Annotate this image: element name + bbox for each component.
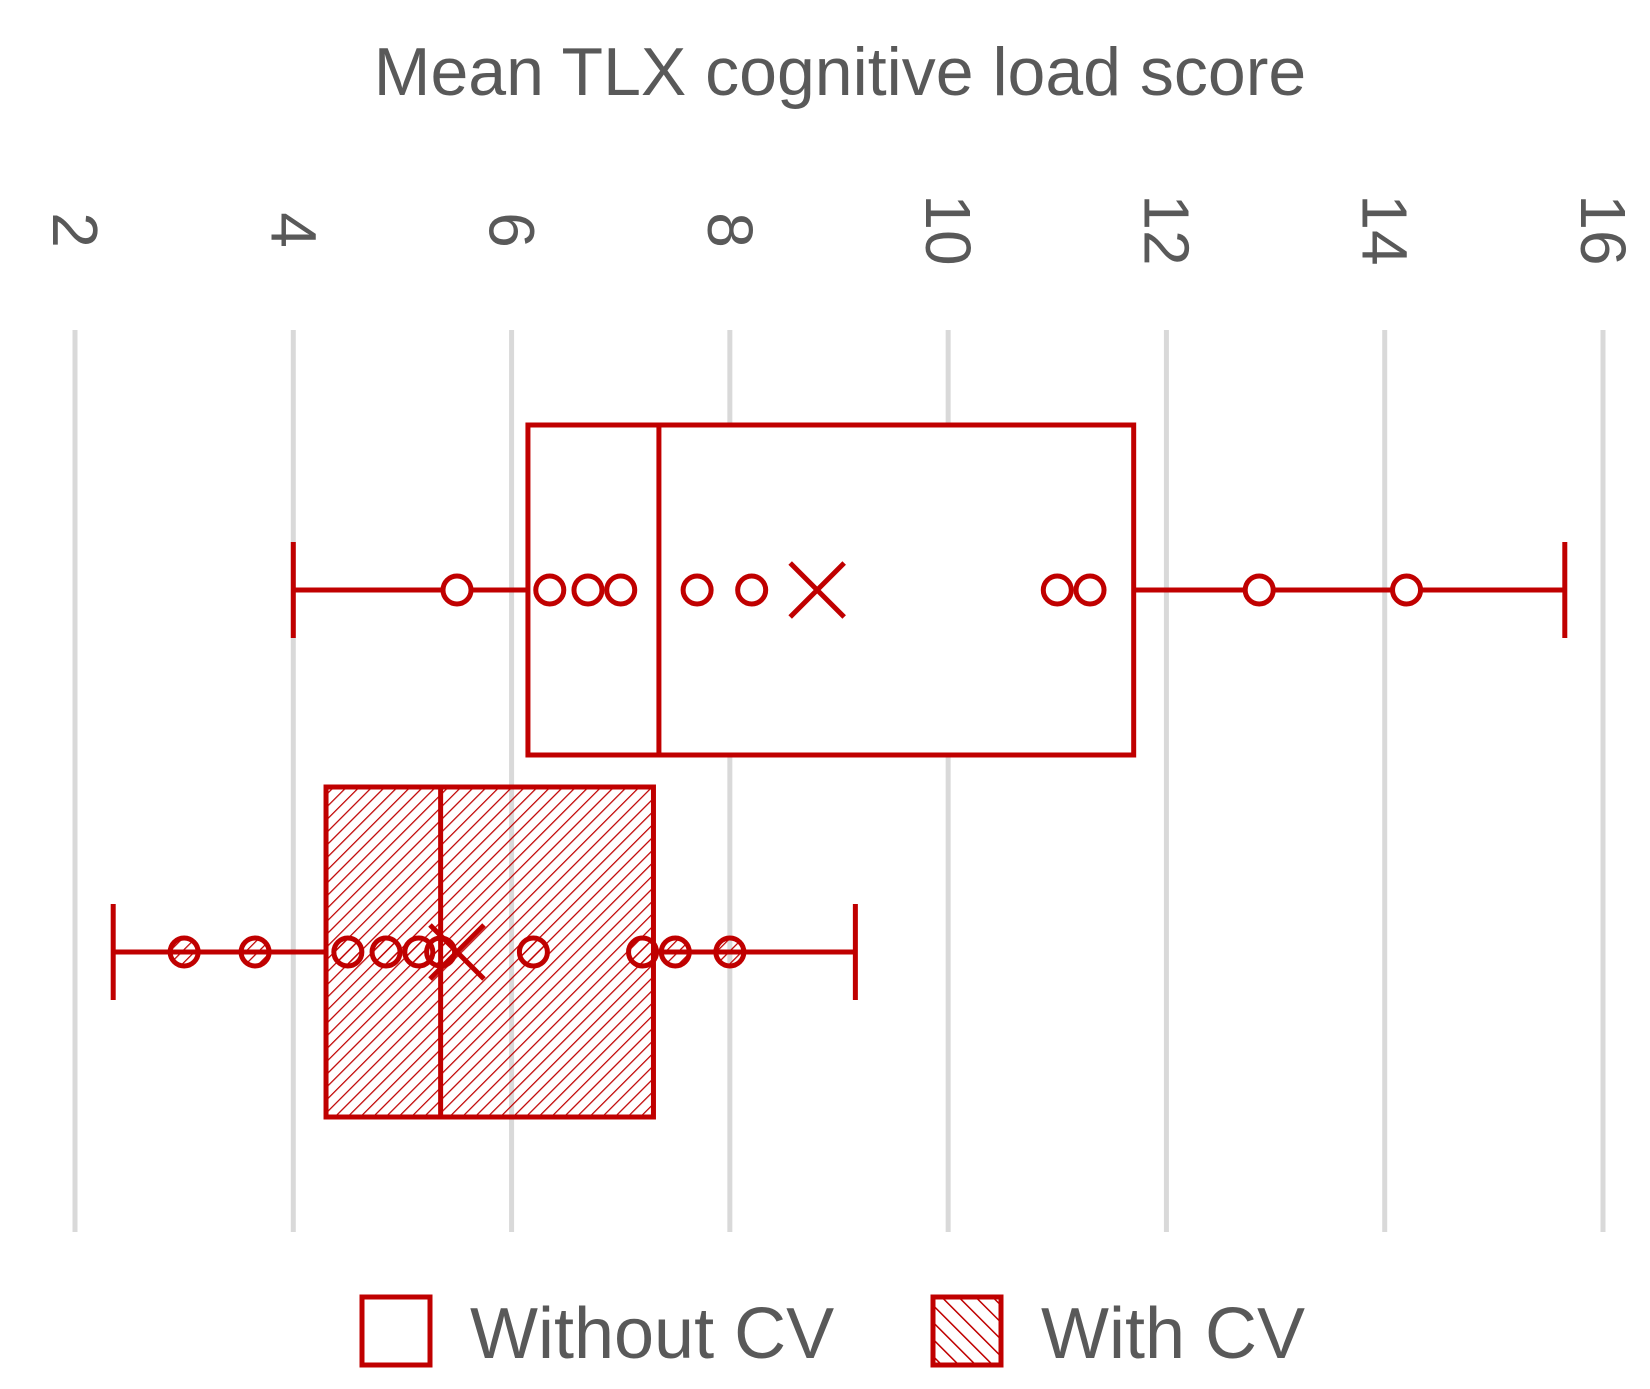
box-series bbox=[110, 422, 1568, 1120]
data-point bbox=[516, 935, 550, 969]
box-without-cv bbox=[290, 422, 1568, 758]
axis-tick-labels: 2 4 6 8 10 12 14 16 bbox=[39, 194, 1639, 265]
tick-label-12: 12 bbox=[1130, 194, 1202, 265]
data-point bbox=[440, 573, 474, 607]
legend: Without CV With CV bbox=[359, 1294, 1305, 1374]
data-point bbox=[626, 935, 660, 969]
legend-item-with-cv: With CV bbox=[930, 1294, 1305, 1374]
tick-label-6: 6 bbox=[476, 212, 548, 248]
tick-label-8: 8 bbox=[694, 212, 766, 248]
box-with-cv bbox=[110, 784, 858, 1120]
data-point bbox=[735, 573, 769, 607]
tick-label-4: 4 bbox=[257, 212, 329, 248]
tick-label-10: 10 bbox=[912, 194, 984, 265]
data-point bbox=[1040, 573, 1074, 607]
legend-swatch bbox=[359, 1294, 433, 1368]
data-point bbox=[369, 935, 403, 969]
data-point bbox=[331, 935, 365, 969]
legend-label: With CV bbox=[1041, 1294, 1305, 1374]
mean-marker bbox=[788, 561, 846, 619]
tick-label-2: 2 bbox=[39, 212, 111, 248]
tick-label-14: 14 bbox=[1349, 194, 1421, 265]
data-point bbox=[1242, 573, 1276, 607]
legend-label: Without CV bbox=[470, 1294, 834, 1374]
data-point bbox=[1073, 573, 1107, 607]
tick-label-16: 16 bbox=[1567, 194, 1639, 265]
data-point bbox=[571, 573, 605, 607]
data-point bbox=[658, 935, 692, 969]
data-point bbox=[238, 935, 272, 969]
data-point bbox=[604, 573, 638, 607]
data-point bbox=[1390, 573, 1424, 607]
chart-title: Mean TLX cognitive load score bbox=[374, 34, 1306, 110]
data-point bbox=[167, 935, 201, 969]
mean-marker bbox=[428, 923, 486, 981]
legend-swatch bbox=[930, 1294, 1004, 1368]
data-point bbox=[533, 573, 567, 607]
legend-item-without-cv: Without CV bbox=[359, 1294, 834, 1374]
data-point bbox=[680, 573, 714, 607]
data-point bbox=[713, 935, 747, 969]
